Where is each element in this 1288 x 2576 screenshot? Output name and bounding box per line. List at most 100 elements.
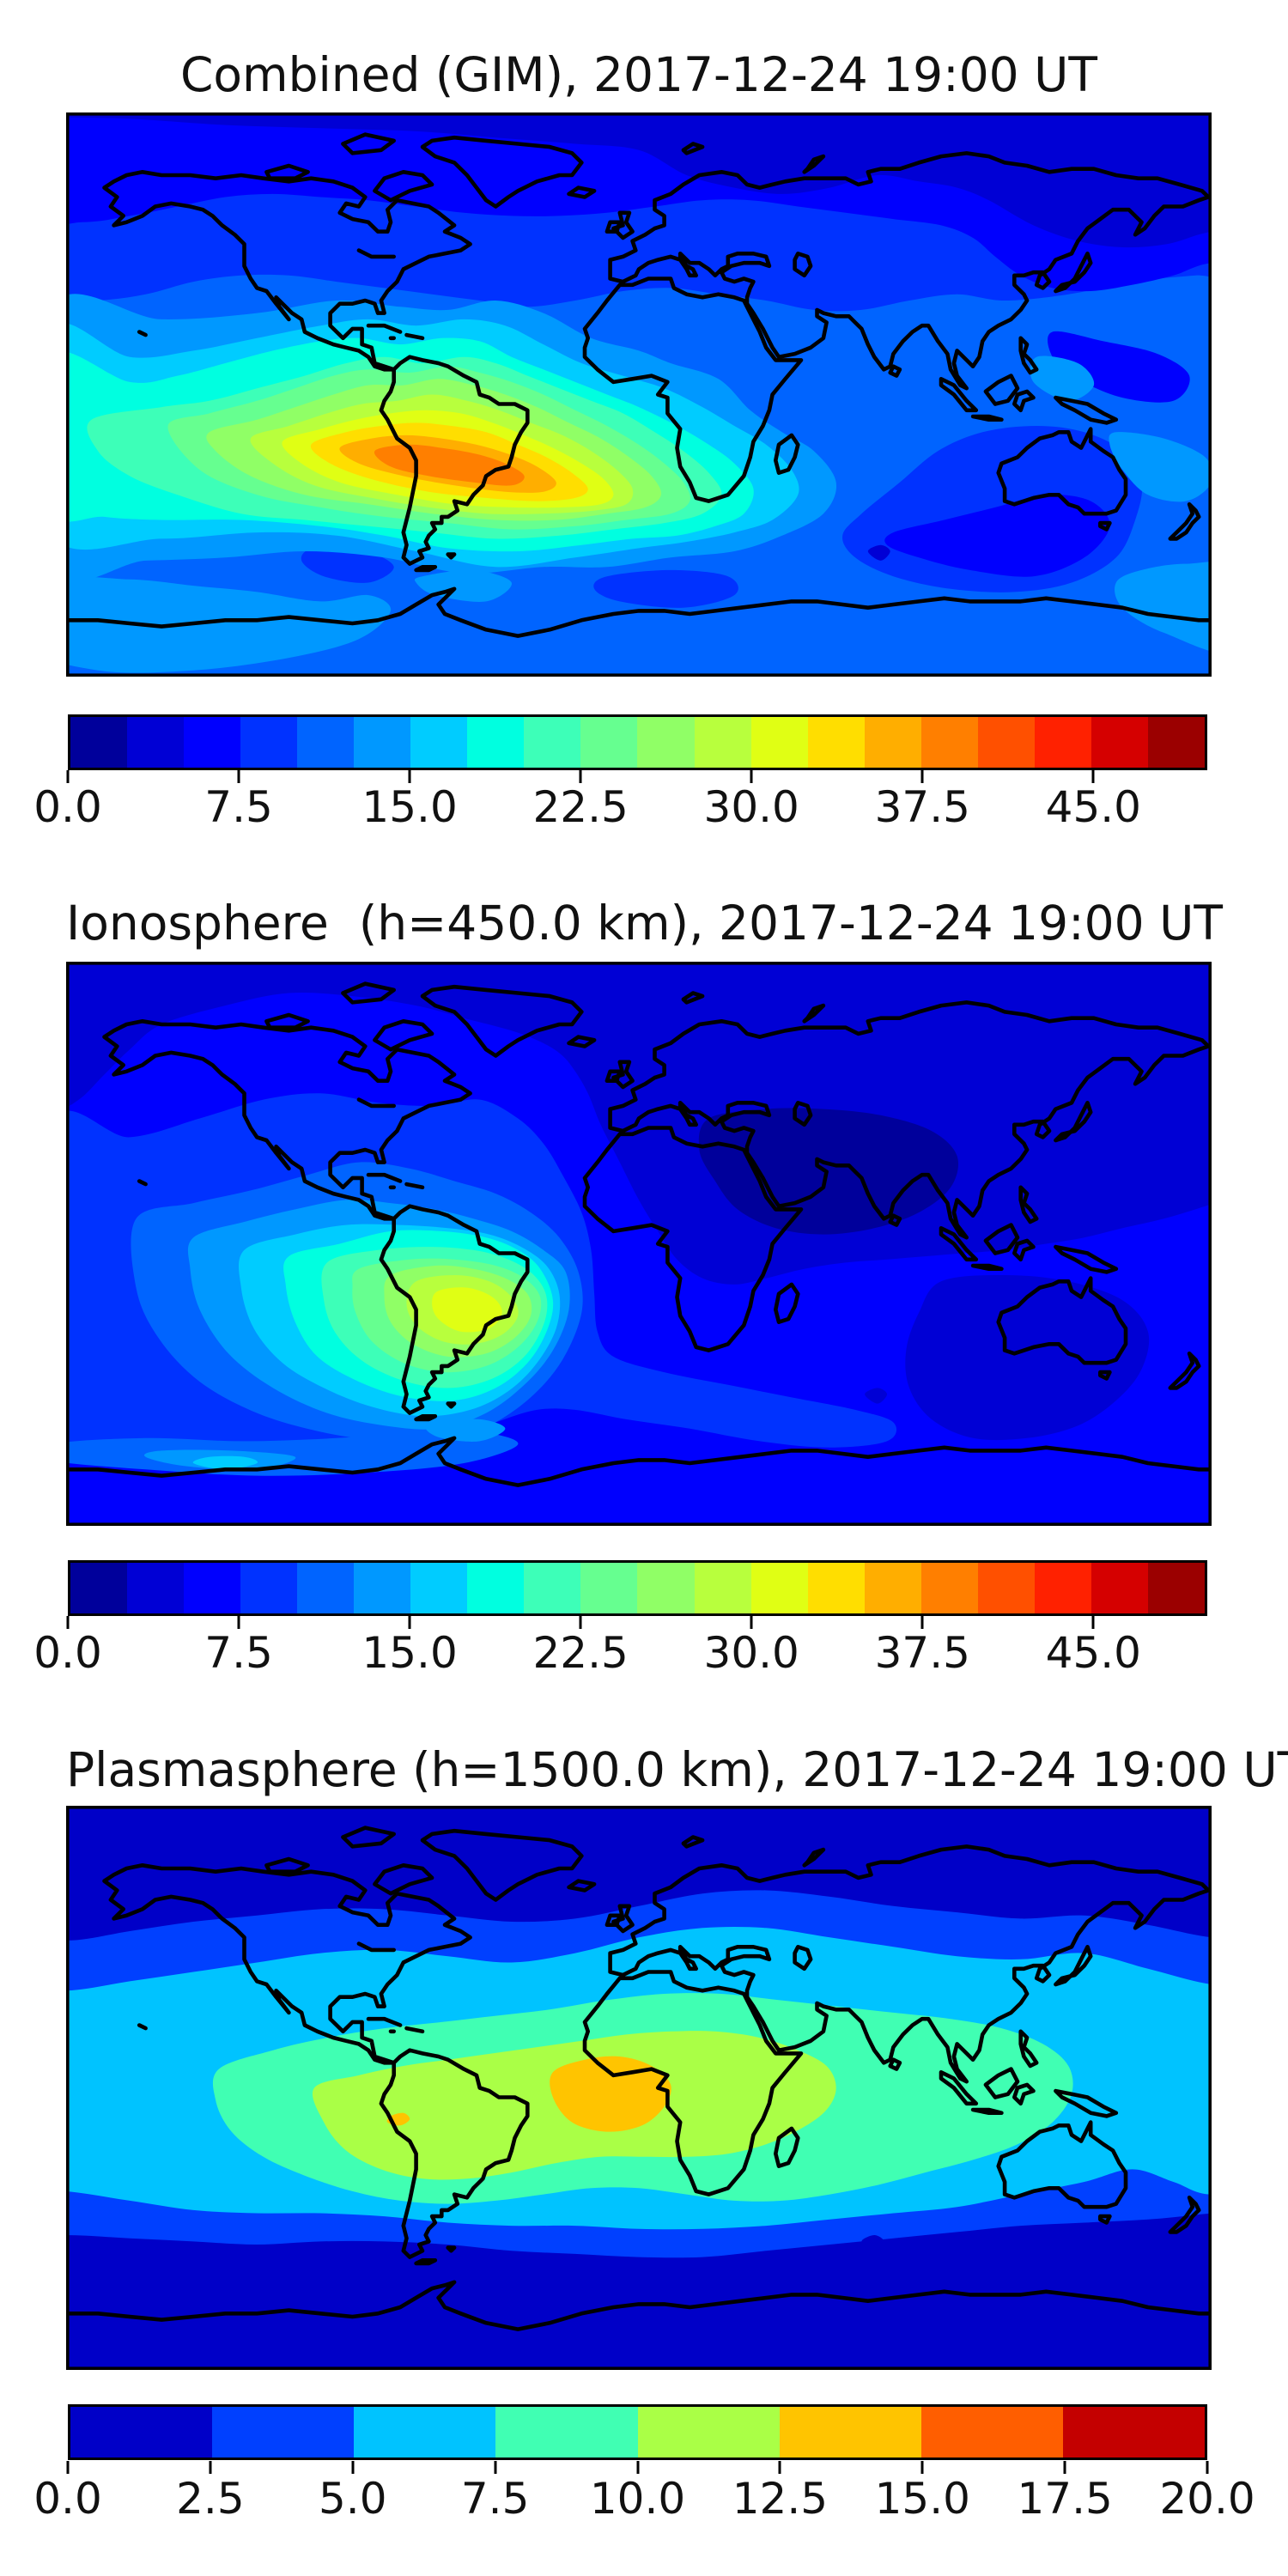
coastline xyxy=(1054,252,1093,294)
colorbar-tick-label: 12.5 xyxy=(732,2474,829,2524)
colorbar-segment xyxy=(920,1563,978,1613)
plasmasphere-map xyxy=(66,1806,1212,2370)
colorbar-tick-mark xyxy=(209,2461,212,2474)
coastline xyxy=(420,1828,584,1902)
coastline xyxy=(983,1223,1020,1255)
panel-title-combined: Combined (GIM), 2017-12-24 19:00 UT xyxy=(179,47,1098,102)
coastline xyxy=(611,1904,635,1934)
colorbar-tick-label: 22.5 xyxy=(532,1628,629,1678)
colorbar-segment xyxy=(977,717,1035,768)
colorbar-tick-mark xyxy=(920,2461,924,2474)
coastline xyxy=(366,323,403,334)
coastline xyxy=(1098,1370,1112,1381)
contour-band xyxy=(425,1419,506,1442)
colorbar-tick-mark xyxy=(579,1616,582,1629)
coastline xyxy=(341,132,396,155)
coastline xyxy=(681,1835,705,1849)
colorbar-segment xyxy=(580,1563,638,1613)
coastline xyxy=(582,276,804,503)
colorbar-segment xyxy=(1062,2407,1205,2458)
contour-band xyxy=(550,2056,671,2132)
coastline xyxy=(446,1401,457,1409)
coastline xyxy=(983,2067,1020,2099)
colorbar-segment xyxy=(807,1563,865,1613)
contour-band xyxy=(301,547,394,583)
coastline xyxy=(404,2026,425,2034)
colorbar-tick-label: 2.5 xyxy=(176,2474,245,2524)
colorbar-segment xyxy=(750,717,808,768)
colorbar-segment xyxy=(212,2407,355,2458)
coastline xyxy=(341,981,396,1005)
colorbar-segment xyxy=(524,1563,581,1613)
colorbar-tick-mark xyxy=(1063,2461,1066,2474)
colorbar-segment xyxy=(779,2407,921,2458)
colorbar-tick-label: 37.5 xyxy=(874,1628,970,1678)
coastline xyxy=(1054,1101,1093,1143)
coastline xyxy=(793,252,813,278)
contour-band xyxy=(861,2235,884,2251)
colorbar-tick-mark xyxy=(494,2461,497,2474)
colorbar-segment xyxy=(1034,717,1091,768)
colorbar-segment xyxy=(637,717,695,768)
coastline xyxy=(611,1060,635,1090)
coastline xyxy=(1018,2029,1039,2069)
coastline xyxy=(611,210,635,240)
map-border xyxy=(66,1806,1212,2370)
coastline xyxy=(996,2120,1128,2209)
colorbar-segment xyxy=(864,1563,921,1613)
coastline xyxy=(802,1003,826,1024)
coastline xyxy=(379,355,530,566)
colorbar-tick-mark xyxy=(920,1616,924,1629)
colorbar-tick-mark xyxy=(408,1616,411,1629)
contour-band xyxy=(66,576,392,673)
colorbar-segment xyxy=(297,717,355,768)
coastline xyxy=(137,1179,148,1187)
coastline xyxy=(356,1097,396,1109)
colorbar-segment xyxy=(410,1563,468,1613)
colorbar-segment xyxy=(184,717,241,768)
coastline xyxy=(605,1069,623,1083)
coastline xyxy=(1018,1185,1039,1224)
contour-band xyxy=(867,544,890,561)
coastline xyxy=(996,1276,1128,1365)
coastline xyxy=(341,1826,396,1849)
colorbar-segment xyxy=(807,717,865,768)
contour-band xyxy=(1030,355,1095,401)
coastline xyxy=(567,185,597,199)
colorbar-tick-mark xyxy=(1091,770,1095,783)
coastline xyxy=(66,2280,1212,2331)
colorbar-tick-label: 10.0 xyxy=(589,2474,686,2524)
colorbar-segment xyxy=(354,1563,411,1613)
colorbar-tick-label: 7.5 xyxy=(460,2474,530,2524)
coastline xyxy=(264,1012,310,1030)
contour-band xyxy=(865,1388,887,1404)
colorbar-segment xyxy=(70,2407,213,2458)
coastline xyxy=(404,1182,425,1190)
contour-band xyxy=(192,1455,258,1470)
coastline xyxy=(102,1019,472,1221)
colorbar-tick-mark xyxy=(920,770,924,783)
colorbar-segment xyxy=(694,717,751,768)
colorbar-segment xyxy=(920,2407,1063,2458)
coastline xyxy=(1018,336,1039,375)
colorbar-plasmasphere xyxy=(68,2404,1207,2460)
coastline xyxy=(582,1126,804,1352)
colorbar-tick-mark xyxy=(408,770,411,783)
colorbar-tick-mark xyxy=(66,2461,70,2474)
coastline xyxy=(1054,2088,1119,2118)
colorbar-tick-label: 30.0 xyxy=(703,1628,799,1678)
coastline xyxy=(970,1263,1004,1271)
coastline xyxy=(888,364,902,378)
map-border xyxy=(66,112,1212,677)
coastline xyxy=(404,332,425,341)
colorbar-tick-label: 45.0 xyxy=(1045,1628,1141,1678)
coastline xyxy=(1012,1238,1036,1262)
colorbar-combined xyxy=(68,714,1207,770)
coastline xyxy=(970,2107,1004,2115)
coastline xyxy=(414,2258,438,2266)
colorbar-segment xyxy=(1034,1563,1091,1613)
colorbar-tick-mark xyxy=(1206,2461,1209,2474)
contour-band xyxy=(1109,432,1212,502)
coastline xyxy=(1012,2082,1036,2106)
coastline xyxy=(608,1844,1211,2084)
